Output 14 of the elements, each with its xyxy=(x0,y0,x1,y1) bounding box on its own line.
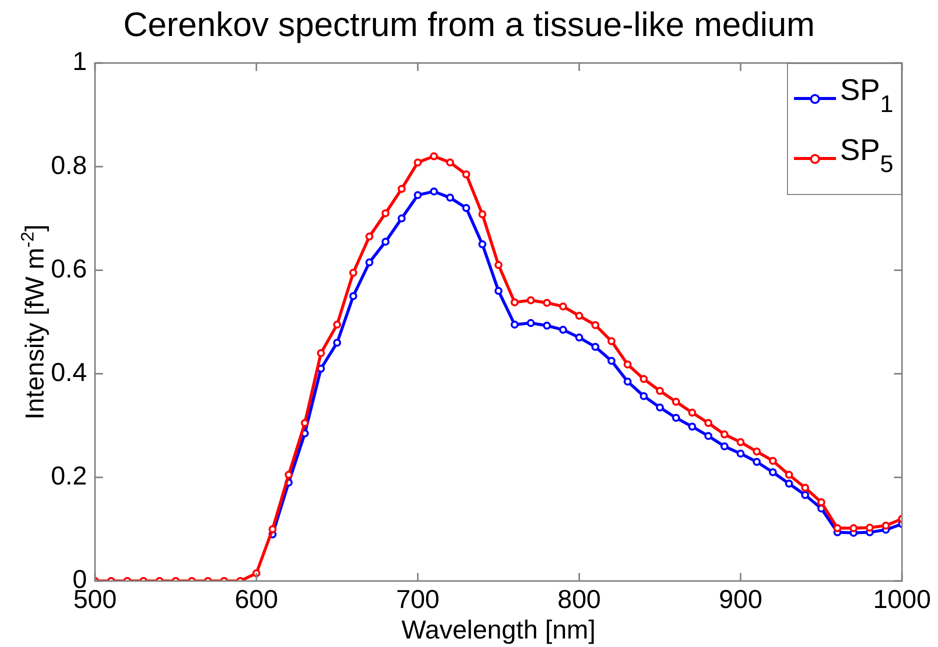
y-tick-label: 0.6 xyxy=(50,253,87,284)
x-axis-title: Wavelength [nm] xyxy=(401,614,596,645)
x-tick-label: 900 xyxy=(718,584,762,614)
x-tick-label: 800 xyxy=(558,584,601,614)
chart-title: Cerenkov spectrum from a tissue-like medium xyxy=(122,6,816,45)
y-tick-label: 1 xyxy=(72,46,87,76)
x-tick-label: 600 xyxy=(234,584,278,614)
legend-label: SP$_{1}$ xyxy=(840,73,894,120)
y-tick-label: 0.4 xyxy=(50,356,87,387)
x-tick-label: 700 xyxy=(396,584,440,614)
x-tick-label: 1000 xyxy=(873,584,931,614)
legend-label: SP$_{5}$ xyxy=(840,133,894,180)
y-tick-label: 0.2 xyxy=(50,460,87,491)
y-tick-label: 0.8 xyxy=(50,150,87,180)
